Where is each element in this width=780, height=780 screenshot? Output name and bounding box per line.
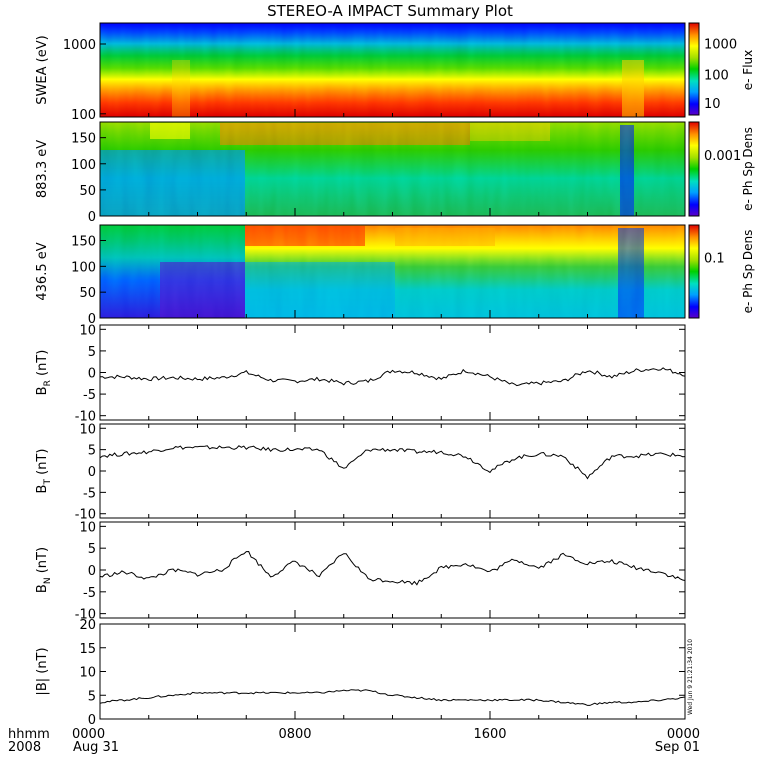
line-panel-1-ytick: 5 — [88, 345, 96, 360]
line-panel-4-ytick: 0 — [88, 713, 96, 728]
line-panel-2-ytick: 10 — [79, 422, 96, 437]
line-panel-3-ytick: 10 — [79, 520, 96, 535]
line-panel-1-frame — [99, 324, 686, 421]
line-panel-1-ytick: -10 — [75, 410, 96, 425]
line-panel-3-ytick: 0 — [88, 564, 96, 579]
swea-panel — [99, 22, 686, 118]
line-panel-1-series — [99, 367, 686, 387]
panel-1-colorbar-tick: 100 — [704, 69, 729, 84]
pad-883-colorbar — [688, 121, 700, 217]
panel-2-colorbar-label: e- Ph Sp Dens — [741, 127, 755, 211]
panel-2-ytick: 150 — [71, 132, 96, 147]
panel-3-ylabel: 436.5 eV — [35, 242, 50, 300]
panel-1-ylabel: SWEA (eV) — [35, 35, 50, 104]
line-panel-3-frame — [99, 521, 686, 619]
date-start-label: Aug 31 — [73, 740, 119, 755]
pad-436-panel — [99, 224, 686, 319]
line-panel-3-ytick: -5 — [83, 586, 96, 601]
panel-1-ytick: 1000 — [63, 38, 96, 53]
panel-2-colorbar-tick: 0.001 — [704, 149, 741, 164]
line-panel-2-series — [99, 445, 686, 480]
swea-colorbar — [688, 22, 700, 116]
panel-1-colorbar-tick: 10 — [704, 97, 721, 112]
line-panel-4-ylabel: |B| (nT) — [35, 647, 50, 695]
panel-2-ytick: 50 — [79, 184, 96, 199]
panel-3-ytick: 100 — [71, 260, 96, 275]
line-panel-3-series — [99, 550, 686, 586]
line-panel-2-ytick: -10 — [75, 508, 96, 523]
line-panel-2-ytick: 5 — [88, 444, 96, 459]
line-panel-2-ylabel: BT (nT) — [35, 449, 53, 494]
x-tick-label: 1600 — [473, 727, 506, 742]
panel-1-ytick: 100 — [71, 108, 96, 123]
panel-1-colorbar-tick: 1000 — [704, 38, 737, 53]
panel-3-colorbar-label: e- Ph Sp Dens — [741, 230, 755, 314]
panel-2-ytick: 100 — [71, 158, 96, 173]
line-panel-4-ytick: 5 — [88, 689, 96, 704]
line-panel-1-ytick: -5 — [83, 388, 96, 403]
date-end-label: Sep 01 — [655, 740, 700, 755]
line-panel-3-ytick: 5 — [88, 542, 96, 557]
line-panel-2-ytick: -5 — [83, 486, 96, 501]
pad-883-panel — [99, 121, 686, 217]
line-panel-2-ytick: 0 — [88, 465, 96, 480]
line-panel-1-ytick: 10 — [79, 323, 96, 338]
panel-3-ytick: 0 — [88, 312, 96, 327]
plot-title: STEREO-A IMPACT Summary Plot — [267, 2, 513, 20]
line-panel-2-frame — [99, 423, 686, 519]
panel-3-ytick: 150 — [71, 235, 96, 250]
line-panel-1-ytick: 0 — [88, 367, 96, 382]
line-panel-3-ytick: -10 — [75, 608, 96, 623]
panel-3-ytick: 50 — [79, 286, 96, 301]
x-tick-label: 0800 — [278, 727, 311, 742]
x-tick-label: 0000 — [72, 727, 105, 742]
pad-436-colorbar — [688, 224, 700, 319]
x-tick-label: 0000 — [667, 727, 700, 742]
colorbars — [688, 22, 700, 319]
panel-2-ytick: 0 — [88, 210, 96, 225]
line-panel-4-ytick: 15 — [79, 642, 96, 657]
panel-1-colorbar-label: e- Flux — [741, 50, 755, 90]
line-panel-4-ytick: 20 — [79, 618, 96, 633]
line-panel-3-ylabel: BN (nT) — [35, 547, 53, 593]
time-format-label: hhmm — [8, 727, 50, 742]
timestamp: Wed Jun 9 21:21:34 2010 — [687, 639, 694, 715]
line-panel-1-ylabel: BR (nT) — [35, 350, 53, 396]
line-panel-4-ytick: 10 — [79, 666, 96, 681]
panel-3-colorbar-tick: 0.1 — [704, 252, 725, 267]
year-label: 2008 — [8, 740, 41, 755]
panel-2-ylabel: 883.3 eV — [35, 140, 50, 198]
line-panel-4-series — [99, 689, 686, 706]
